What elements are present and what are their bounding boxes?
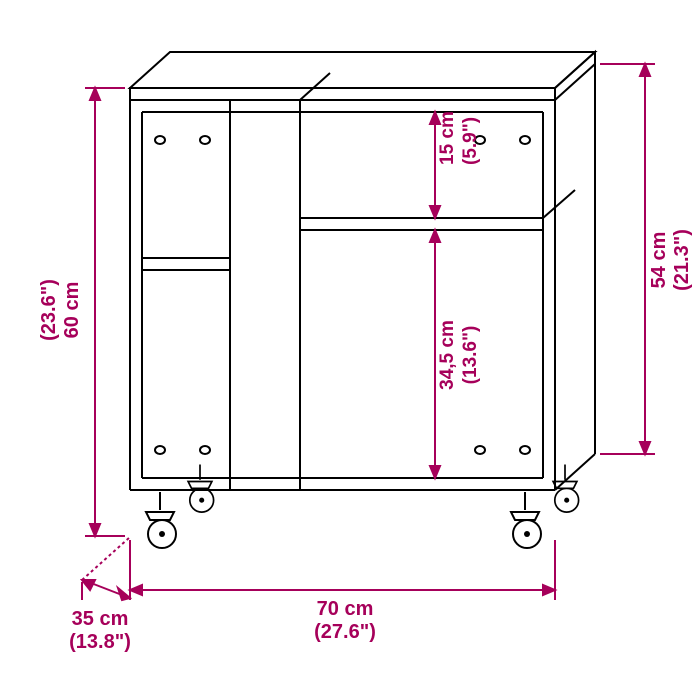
- dim-height-body: 54 cm (21.3"): [600, 64, 693, 454]
- holes: [155, 136, 530, 454]
- dim-height-total-in: (23.6"): [38, 279, 60, 341]
- dim-shelf-lower-cm: 34,5 cm: [437, 320, 458, 390]
- dim-width-cm: 70 cm: [317, 598, 374, 620]
- dim-height-total-cm: 60 cm: [61, 282, 83, 339]
- dim-depth-in: (13.8"): [69, 631, 131, 653]
- dim-shelf-lower-in: (13.6"): [460, 326, 481, 385]
- furniture-diagram: 60 cm (23.6") 54 cm (21.3") 15 cm (5.9"): [0, 0, 700, 700]
- furniture-body: [130, 52, 595, 548]
- dim-shelf-lower: 34,5 cm (13.6"): [430, 230, 481, 478]
- dim-shelf-upper-cm: 15 cm: [437, 111, 458, 165]
- dim-width: 70 cm (27.6"): [130, 540, 555, 643]
- dim-height-total: 60 cm (23.6"): [38, 88, 125, 536]
- dim-height-body-in: (21.3"): [671, 229, 693, 291]
- dim-depth: 35 cm (13.8"): [69, 537, 131, 653]
- dim-height-body-cm: 54 cm: [648, 232, 670, 289]
- dim-shelf-upper-in: (5.9"): [460, 117, 481, 165]
- dim-width-in: (27.6"): [314, 621, 376, 643]
- dim-shelf-upper: 15 cm (5.9"): [430, 111, 481, 218]
- dim-depth-cm: 35 cm: [72, 608, 129, 630]
